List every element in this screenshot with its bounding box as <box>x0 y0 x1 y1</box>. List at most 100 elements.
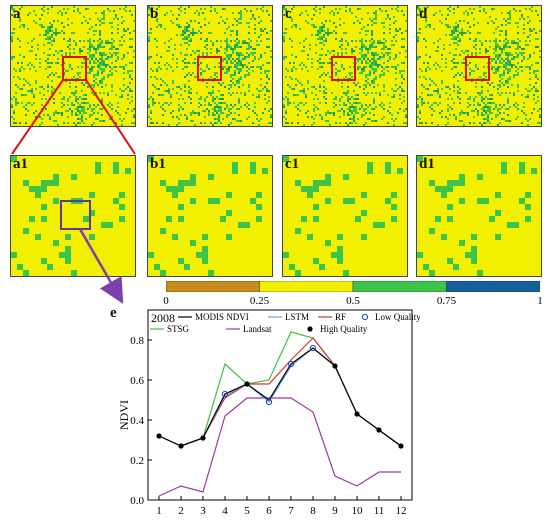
vegetation-pixel <box>242 58 244 60</box>
vegetation-pixel <box>230 112 232 114</box>
vegetation-pixel <box>521 54 523 56</box>
vegetation-pixel <box>119 216 125 222</box>
vegetation-pixel <box>433 28 435 30</box>
vegetation-pixel <box>473 116 475 118</box>
vegetation-pixel <box>115 14 117 16</box>
vegetation-pixel <box>405 50 407 52</box>
vegetation-pixel <box>373 18 375 20</box>
vegetation-pixel <box>91 92 93 94</box>
vegetation-pixel <box>529 30 531 32</box>
vegetation-pixel <box>499 66 501 68</box>
vegetation-pixel <box>115 16 117 18</box>
vegetation-pixel <box>517 32 519 34</box>
vegetation-pixel <box>513 64 515 66</box>
vegetation-pixel <box>95 78 97 80</box>
vegetation-pixel <box>429 180 435 186</box>
vegetation-pixel <box>107 222 113 228</box>
vegetation-pixel <box>483 108 485 110</box>
vegetation-pixel <box>202 12 204 14</box>
vegetation-pixel <box>313 204 319 210</box>
vegetation-pixel <box>89 104 91 106</box>
vegetation-pixel <box>507 18 509 20</box>
vegetation-pixel <box>232 48 234 50</box>
vegetation-pixel <box>202 258 208 264</box>
vegetation-pixel <box>429 24 431 26</box>
vegetation-pixel <box>387 52 389 54</box>
vegetation-pixel <box>367 50 369 52</box>
vegetation-pixel <box>367 24 369 26</box>
high-quality-point <box>376 427 382 433</box>
vegetation-pixel <box>283 56 285 58</box>
vegetation-pixel <box>321 116 323 118</box>
vegetation-pixel <box>222 60 224 62</box>
vegetation-pixel <box>133 114 135 116</box>
vegetation-pixel <box>156 88 158 90</box>
vegetation-pixel <box>240 22 242 24</box>
vegetation-pixel <box>429 270 435 276</box>
vegetation-pixel <box>170 96 172 98</box>
vegetation-pixel <box>107 42 109 44</box>
vegetation-pixel <box>515 74 517 76</box>
vegetation-pixel <box>234 66 236 68</box>
vegetation-pixel <box>505 92 507 94</box>
vegetation-pixel <box>53 32 55 34</box>
vegetation-pixel <box>184 8 186 10</box>
vegetation-pixel <box>125 10 127 12</box>
vegetation-pixel <box>148 58 150 60</box>
low-quality-point <box>309 344 317 352</box>
vegetation-pixel <box>53 112 55 114</box>
vegetation-pixel <box>499 86 501 88</box>
vegetation-pixel <box>361 38 363 40</box>
vegetation-pixel <box>445 66 447 68</box>
vegetation-pixel <box>295 180 301 186</box>
vegetation-pixel <box>451 108 453 110</box>
vegetation-pixel <box>49 22 51 24</box>
vegetation-pixel <box>525 66 527 68</box>
colorbar-tick-label: 0.5 <box>346 295 360 307</box>
vegetation-pixel <box>517 90 519 92</box>
vegetation-pixel <box>525 204 531 210</box>
vegetation-pixel <box>234 70 236 72</box>
vegetation-pixel <box>53 198 59 204</box>
vegetation-pixel <box>47 90 49 92</box>
vegetation-pixel <box>19 122 21 124</box>
vegetation-pixel <box>349 106 351 108</box>
vegetation-pixel <box>343 102 345 104</box>
vegetation-pixel <box>329 58 331 60</box>
vegetation-pixel <box>73 40 75 42</box>
vegetation-pixel <box>439 112 441 114</box>
vegetation-pixel <box>47 84 49 86</box>
vegetation-pixel <box>53 74 55 76</box>
vegetation-pixel <box>224 66 226 68</box>
vegetation-pixel <box>307 14 309 16</box>
vegetation-pixel <box>357 58 359 60</box>
vegetation-pixel <box>39 66 41 68</box>
vegetation-pixel <box>365 48 367 50</box>
vegetation-pixel <box>301 68 303 70</box>
vegetation-pixel <box>200 96 202 98</box>
vegetation-pixel <box>232 118 234 120</box>
vegetation-pixel <box>85 98 87 100</box>
vegetation-pixel <box>158 66 160 68</box>
vegetation-pixel <box>435 50 437 52</box>
vegetation-pixel <box>489 46 491 48</box>
vegetation-pixel <box>13 56 15 58</box>
vegetation-pixel <box>517 84 519 86</box>
vegetation-pixel <box>299 14 301 16</box>
vegetation-pixel <box>313 8 315 10</box>
vegetation-pixel <box>19 18 21 20</box>
vegetation-pixel <box>499 108 501 110</box>
vegetation-pixel <box>148 36 150 38</box>
vegetation-pixel <box>113 162 119 168</box>
vegetation-pixel <box>419 76 421 78</box>
vegetation-pixel <box>283 58 285 60</box>
vegetation-pixel <box>387 48 389 50</box>
vegetation-pixel <box>445 58 447 60</box>
vegetation-pixel <box>119 118 121 120</box>
vegetation-pixel <box>246 22 248 24</box>
vegetation-pixel <box>91 114 93 116</box>
vegetation-pixel <box>323 96 325 98</box>
vegetation-pixel <box>491 112 493 114</box>
vegetation-pixel <box>260 56 262 58</box>
vegetation-pixel <box>343 114 345 116</box>
